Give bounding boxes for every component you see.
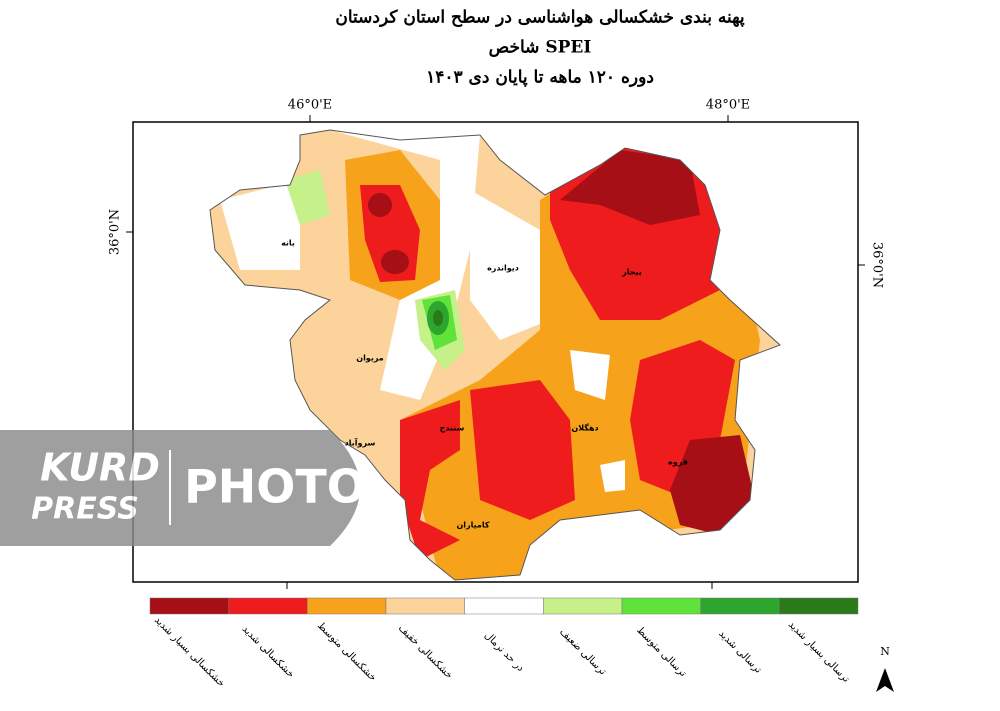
period: دوره ۱۲۰ ماهه تا پایان دی ۱۴۰۳: [426, 68, 654, 88]
legend-swatch: [464, 597, 544, 615]
city-label: دیواندره: [487, 264, 519, 273]
watermark-word: PHOTO: [184, 460, 366, 514]
watermark-brand: KURD: [40, 446, 160, 490]
zone: [368, 193, 392, 217]
subtitle: شاخص SPEI: [489, 38, 592, 58]
legend-swatch: [149, 597, 229, 615]
zone: [381, 250, 409, 274]
zone: [600, 460, 625, 492]
city-label: مریوان: [356, 354, 384, 363]
zone: [560, 150, 700, 225]
legend: خشکسالی بسیار شدید خشکسالی شدید خشکسالی مت…: [149, 597, 859, 690]
legend-swatch: [700, 597, 780, 615]
legend-label: ترسالی ضعیف: [557, 627, 608, 678]
frame-ticks: [126, 115, 865, 589]
legend-swatch: [385, 597, 465, 615]
lon-label: 48°0'E: [706, 98, 750, 113]
legend-swatch: [228, 597, 308, 615]
north-label: N: [880, 645, 890, 658]
city-label: سروآباد: [345, 438, 376, 448]
lon-label: 46°0'E: [288, 98, 332, 113]
lat-label: 36°0'N: [108, 209, 123, 255]
legend-label: ترسالی متوسط: [634, 625, 688, 679]
legend-label: خشکسالی بسیار شدید: [152, 615, 227, 690]
city-label: بیجار: [621, 268, 642, 277]
city-label: بانه: [281, 239, 295, 248]
watermark-band: [0, 430, 360, 546]
north-arrow: [876, 668, 894, 692]
zone: [470, 380, 575, 520]
watermark-brand: PRESS: [31, 492, 139, 527]
title: پهنه بندی خشکسالی هواشناسی در سطح استان …: [335, 8, 745, 28]
legend-label: در حد نرمال: [482, 630, 526, 674]
legend-label: ترسالی بسیار شدید: [786, 619, 852, 685]
legend-swatch: [779, 597, 859, 615]
legend-swatch: [543, 597, 623, 615]
legend-swatch: [307, 597, 387, 615]
city-label: دهگلان: [571, 423, 598, 433]
zone: [433, 310, 443, 326]
city-labels: بانه دیواندره بیجار مریوان سروآباد سنندج دهگلا…: [281, 239, 688, 530]
legend-label: خشکسالی متوسط: [315, 620, 378, 683]
city-label: سنندج: [440, 424, 465, 433]
legend-label: خشکسالی خفیف: [396, 623, 455, 682]
city-label: کامیاران: [456, 521, 489, 530]
zone: [285, 170, 330, 225]
lat-label: 36°0'N: [870, 242, 885, 288]
zone: [400, 400, 460, 560]
zone: [470, 190, 550, 340]
zone: [670, 435, 755, 535]
city-label: قروه: [668, 458, 688, 467]
legend-swatch: [621, 597, 701, 615]
legend-label: خشکسالی شدید: [240, 624, 296, 680]
zone: [570, 350, 610, 400]
watermark: KURD PRESS PHOTO: [0, 430, 366, 546]
zone: [220, 180, 300, 270]
legend-label: ترسالی شدید: [716, 628, 763, 675]
